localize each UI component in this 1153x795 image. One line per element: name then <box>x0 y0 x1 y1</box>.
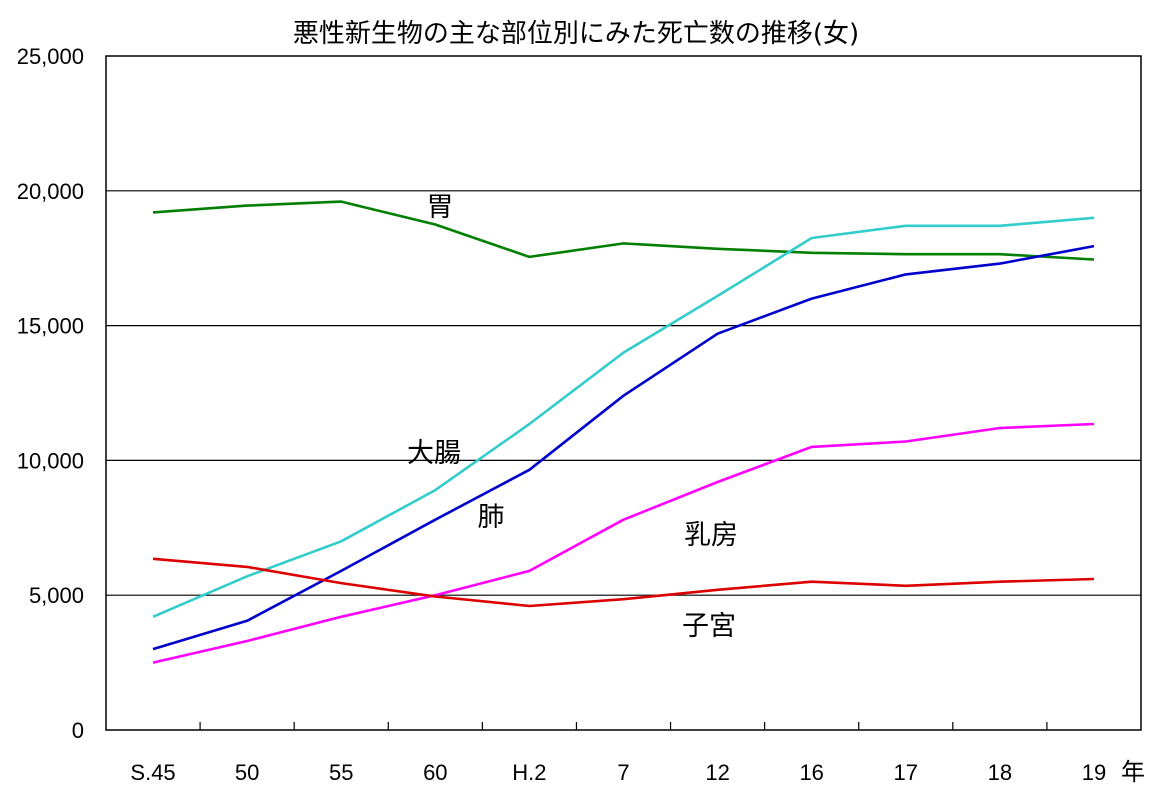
x-axis-unit: 年 <box>1121 758 1145 786</box>
x-tick-label: 16 <box>799 760 823 785</box>
series-line-1 <box>152 200 1095 261</box>
x-tick-label: 7 <box>617 760 629 785</box>
series-line-3 <box>152 244 1095 651</box>
series-line-5 <box>152 557 1095 608</box>
series-label-5: 子宮 <box>682 611 736 642</box>
y-tick-label: 0 <box>72 718 84 743</box>
y-tick-label: 25,000 <box>17 44 84 69</box>
x-tick-label: 50 <box>235 760 259 785</box>
x-tick-label: 17 <box>894 760 918 785</box>
x-axis-ticks: S.45 50 55 60 H.2 7 12 16 17 18 19 <box>130 722 1106 785</box>
x-tick-label: H.2 <box>512 760 546 785</box>
x-tick-label: 55 <box>329 760 353 785</box>
x-tick-label: 19 <box>1082 760 1106 785</box>
y-tick-label: 5,000 <box>29 583 84 608</box>
series-label-3: 肺 <box>478 502 505 533</box>
x-tick-label: 12 <box>705 760 729 785</box>
plot-frame <box>105 55 1142 731</box>
x-tick-label: 60 <box>423 760 447 785</box>
y-tick-label: 20,000 <box>17 179 84 204</box>
y-tick-label: 15,000 <box>17 314 84 339</box>
x-tick-label: S.45 <box>130 760 175 785</box>
gridlines <box>106 190 1141 596</box>
x-tick-label: 18 <box>988 760 1012 785</box>
series-line-2 <box>152 216 1095 618</box>
y-axis-ticks: 0 5,000 10,000 15,000 20,000 25,000 <box>17 44 84 743</box>
y-tick-label: 10,000 <box>17 448 84 473</box>
series-label-2: 大腸 <box>407 438 461 469</box>
series-lines <box>152 200 1095 664</box>
chart-title: 悪性新生物の主な部位別にみた死亡数の推移(女) <box>293 19 859 49</box>
series-label-4: 乳房 <box>684 520 738 551</box>
series-line-4 <box>152 422 1095 664</box>
series-label-1: 胃 <box>427 192 454 223</box>
